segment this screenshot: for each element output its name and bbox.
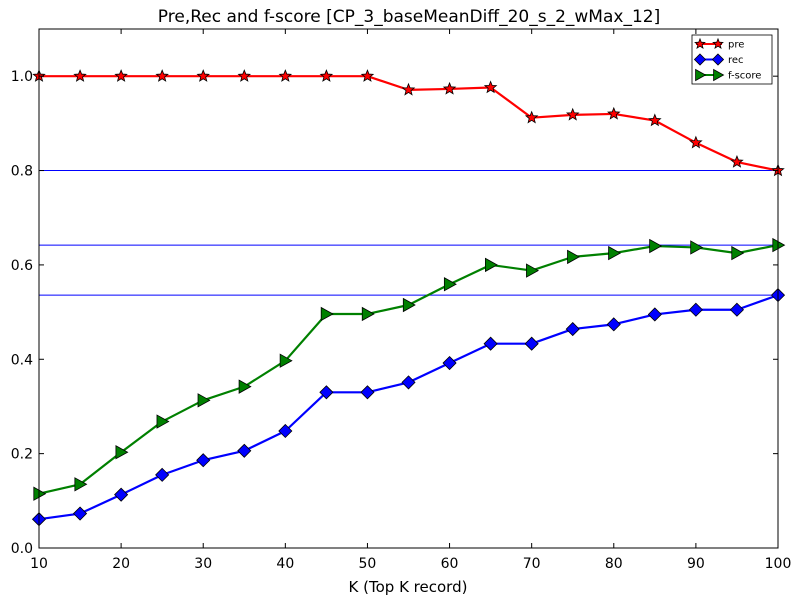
- x-tick-label: 10: [30, 556, 48, 572]
- legend-marker-pre: [694, 37, 706, 50]
- data-point-pre: [483, 80, 498, 94]
- plot-frame: [38, 28, 779, 549]
- plot-area: [39, 29, 778, 548]
- data-point-f-score: [443, 277, 457, 292]
- data-point-rec: [319, 385, 334, 400]
- x-tick-label: 50: [359, 556, 377, 572]
- data-point-pre: [114, 69, 128, 82]
- data-point-pre: [196, 69, 210, 82]
- data-point-rec: [647, 307, 662, 322]
- x-tick-label: 60: [441, 556, 459, 572]
- data-point-rec: [401, 375, 416, 390]
- legend-label-rec: rec: [728, 55, 744, 66]
- data-point-f-score: [485, 257, 498, 273]
- series-markers: [31, 69, 786, 527]
- data-point-f-score: [649, 238, 663, 254]
- y-tick-label: 0.0: [11, 541, 33, 557]
- data-point-pre: [565, 107, 580, 121]
- x-axis: 10 20 30 40 50 60 70 80 90 100: [30, 29, 791, 572]
- legend-label-pre: pre: [728, 40, 744, 51]
- data-point-f-score: [731, 245, 745, 261]
- data-point-pre: [155, 69, 169, 82]
- data-point-f-score: [567, 249, 581, 265]
- x-tick-label: 80: [605, 556, 623, 572]
- legend-marker-f-score: [713, 68, 725, 82]
- legend-marker-pre: [712, 37, 724, 50]
- x-tick-label: 30: [194, 556, 212, 572]
- x-axis-label: K (Top K record): [349, 578, 468, 596]
- data-point-f-score: [526, 263, 539, 278]
- data-point-f-score: [115, 445, 129, 460]
- y-tick-label: 1.0: [11, 69, 33, 85]
- y-axis: 0.0 0.2 0.4 0.6 0.8 1.0: [11, 69, 778, 557]
- data-point-rec: [237, 443, 252, 458]
- data-point-rec: [442, 355, 457, 371]
- chart-title: Pre,Rec and f-score [CP_3_baseMeanDiff_2…: [158, 7, 660, 27]
- data-point-f-score: [772, 237, 786, 253]
- data-point-rec: [606, 317, 621, 332]
- data-point-f-score: [156, 414, 170, 429]
- data-point-rec: [72, 506, 88, 521]
- data-point-f-score: [33, 486, 47, 501]
- data-point-rec: [483, 336, 498, 351]
- data-point-pre: [319, 69, 334, 82]
- data-point-f-score: [690, 240, 704, 255]
- x-tick-label: 40: [276, 556, 294, 572]
- data-point-f-score: [402, 297, 416, 313]
- y-tick-label: 0.6: [11, 258, 33, 274]
- data-point-f-score: [74, 477, 88, 492]
- y-tick-label: 0.8: [11, 164, 33, 180]
- data-point-rec: [688, 302, 703, 317]
- data-point-rec: [360, 385, 375, 400]
- data-point-f-score: [197, 393, 211, 408]
- legend-label-f-score: f-score: [728, 71, 761, 82]
- data-point-f-score: [238, 379, 252, 394]
- data-point-f-score: [320, 306, 334, 322]
- data-point-pre: [607, 106, 621, 120]
- data-point-rec: [278, 423, 293, 439]
- data-point-f-score: [608, 245, 622, 261]
- x-tick-label: 90: [687, 556, 705, 572]
- data-point-pre: [73, 69, 87, 82]
- x-tick-label: 70: [523, 556, 541, 572]
- data-point-pre: [524, 110, 539, 124]
- data-point-rec: [196, 453, 211, 468]
- data-point-pre: [360, 69, 375, 82]
- data-point-pre: [689, 135, 703, 149]
- data-point-pre: [648, 113, 662, 127]
- data-point-rec: [524, 336, 539, 351]
- y-tick-label: 0.4: [11, 352, 33, 368]
- data-point-pre: [278, 69, 293, 82]
- legend: pre rec f-score: [691, 34, 773, 85]
- data-point-rec: [155, 467, 170, 482]
- data-point-rec: [114, 487, 129, 502]
- data-point-rec: [565, 322, 580, 337]
- y-tick-label: 0.2: [11, 447, 33, 463]
- x-tick-label: 100: [765, 556, 792, 572]
- data-point-pre: [237, 69, 252, 82]
- data-point-rec: [729, 302, 745, 317]
- legend-marker-rec: [711, 53, 725, 66]
- x-tick-label: 20: [112, 556, 130, 572]
- data-point-pre: [401, 82, 416, 96]
- legend-marker-f-score: [695, 68, 707, 82]
- data-point-pre: [730, 154, 744, 168]
- data-point-f-score: [279, 353, 293, 368]
- data-point-f-score: [361, 306, 375, 322]
- data-point-pre: [442, 81, 457, 95]
- legend-marker-rec: [693, 53, 707, 66]
